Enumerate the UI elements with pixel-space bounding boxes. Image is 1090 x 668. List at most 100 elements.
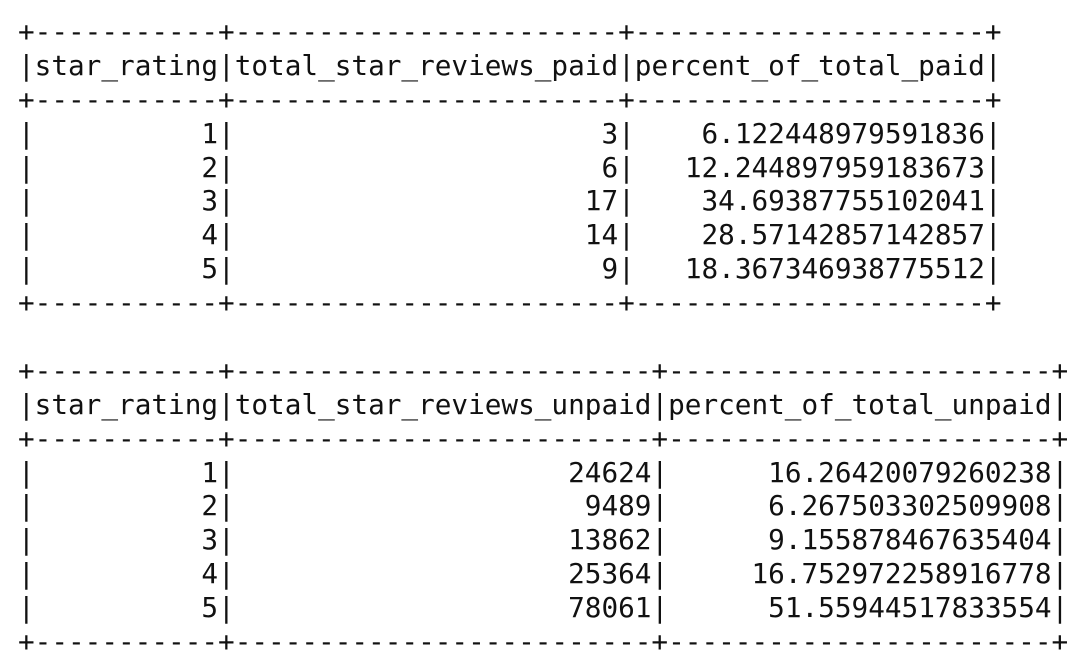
padding: [235, 591, 568, 624]
text-line: | 5| 9| 18.367346938775512|: [18, 252, 1068, 286]
separator: |: [218, 116, 235, 150]
table-border: +-----------+-------------------------+-…: [18, 353, 1069, 387]
cell: 1: [201, 116, 219, 150]
text-line: | 2| 6| 12.244897959183673|: [18, 151, 1068, 185]
separator: |: [618, 48, 635, 82]
cell: 2: [201, 489, 219, 523]
separator: |: [1051, 455, 1069, 489]
separator: |: [18, 455, 35, 489]
separator: |: [1051, 523, 1069, 557]
separator: |: [984, 184, 1002, 218]
cell: 25364: [568, 557, 652, 591]
separator: |: [618, 150, 635, 184]
separator: |: [651, 591, 669, 625]
separator: |: [651, 523, 669, 557]
padding: [35, 117, 202, 150]
cell: percent_of_total_unpaid: [668, 387, 1052, 421]
padding: [635, 151, 685, 184]
separator: |: [18, 591, 35, 625]
separator: |: [218, 252, 235, 286]
separator: |: [18, 218, 35, 252]
padding: [668, 557, 751, 590]
padding: [235, 151, 602, 184]
padding: [235, 117, 602, 150]
padding: [668, 456, 768, 489]
separator: |: [18, 48, 35, 82]
padding: [635, 252, 685, 285]
cell: 6.122448979591836: [701, 116, 985, 150]
padding: [635, 117, 702, 150]
padding: [235, 489, 585, 522]
separator: |: [18, 489, 35, 523]
separator: |: [218, 455, 235, 489]
separator: |: [18, 184, 35, 218]
cell: 13862: [568, 523, 652, 557]
separator: |: [984, 150, 1002, 184]
cell: 14: [584, 218, 619, 252]
cell: 3: [201, 184, 219, 218]
text-line: +-----------+-------------------------+-…: [18, 354, 1068, 388]
separator: |: [651, 455, 669, 489]
padding: [668, 591, 768, 624]
cell: 51.55944517833554: [768, 591, 1052, 625]
separator: |: [1051, 489, 1069, 523]
separator: |: [1051, 557, 1069, 591]
cell: 3: [601, 116, 619, 150]
text-line: [18, 320, 1068, 354]
separator: |: [218, 218, 235, 252]
separator: |: [651, 387, 669, 421]
padding: [35, 456, 202, 489]
cell: 6: [601, 150, 619, 184]
padding: [35, 591, 202, 624]
padding: [35, 218, 202, 251]
separator: |: [218, 557, 235, 591]
separator: |: [651, 557, 669, 591]
table-border: +-----------+-----------------------+---…: [18, 286, 1002, 320]
padding: [35, 489, 202, 522]
table-border: +-----------+-----------------------+---…: [18, 15, 1002, 48]
text-line: +-----------+-----------------------+---…: [18, 15, 1068, 49]
separator: |: [18, 252, 35, 286]
padding: [635, 184, 702, 217]
separator: |: [218, 591, 235, 625]
padding: [235, 218, 585, 251]
cell: 2: [201, 150, 219, 184]
padding: [635, 218, 702, 251]
text-line: +-----------+-------------------------+-…: [18, 422, 1068, 456]
cell: 5: [201, 252, 219, 286]
cell: 34.69387755102041: [701, 184, 985, 218]
cell: 18.367346938775512: [684, 252, 985, 286]
separator: |: [18, 557, 35, 591]
separator: |: [984, 116, 1002, 150]
text-line: | 3| 17| 34.69387755102041|: [18, 184, 1068, 218]
padding: [235, 252, 602, 285]
cell: 9489: [584, 489, 652, 523]
cell: 78061: [568, 591, 652, 625]
separator: |: [984, 252, 1002, 286]
separator: |: [18, 150, 35, 184]
padding: [235, 523, 568, 556]
separator: |: [218, 387, 235, 421]
separator: |: [18, 116, 35, 150]
text-line: |star_rating|total_star_reviews_unpaid|p…: [18, 388, 1068, 422]
padding: [668, 489, 768, 522]
cell: 16.752972258916778: [751, 557, 1052, 591]
padding: [235, 557, 568, 590]
padding: [668, 523, 768, 556]
text-line: | 1| 24624| 16.26420079260238|: [18, 456, 1068, 490]
padding: [35, 523, 202, 556]
cell: 4: [201, 557, 219, 591]
text-line: | 1| 3| 6.122448979591836|: [18, 117, 1068, 151]
separator: |: [218, 184, 235, 218]
padding: [235, 184, 585, 217]
table-border: +-----------+-------------------------+-…: [18, 421, 1069, 455]
cell: 9: [601, 252, 619, 286]
cell: star_rating: [34, 48, 219, 82]
text-line: +-----------+-----------------------+---…: [18, 83, 1068, 117]
separator: |: [984, 218, 1002, 252]
cell: 5: [201, 591, 219, 625]
separator: |: [218, 523, 235, 557]
text-line: | 2| 9489| 6.267503302509908|: [18, 489, 1068, 523]
separator: |: [618, 184, 635, 218]
